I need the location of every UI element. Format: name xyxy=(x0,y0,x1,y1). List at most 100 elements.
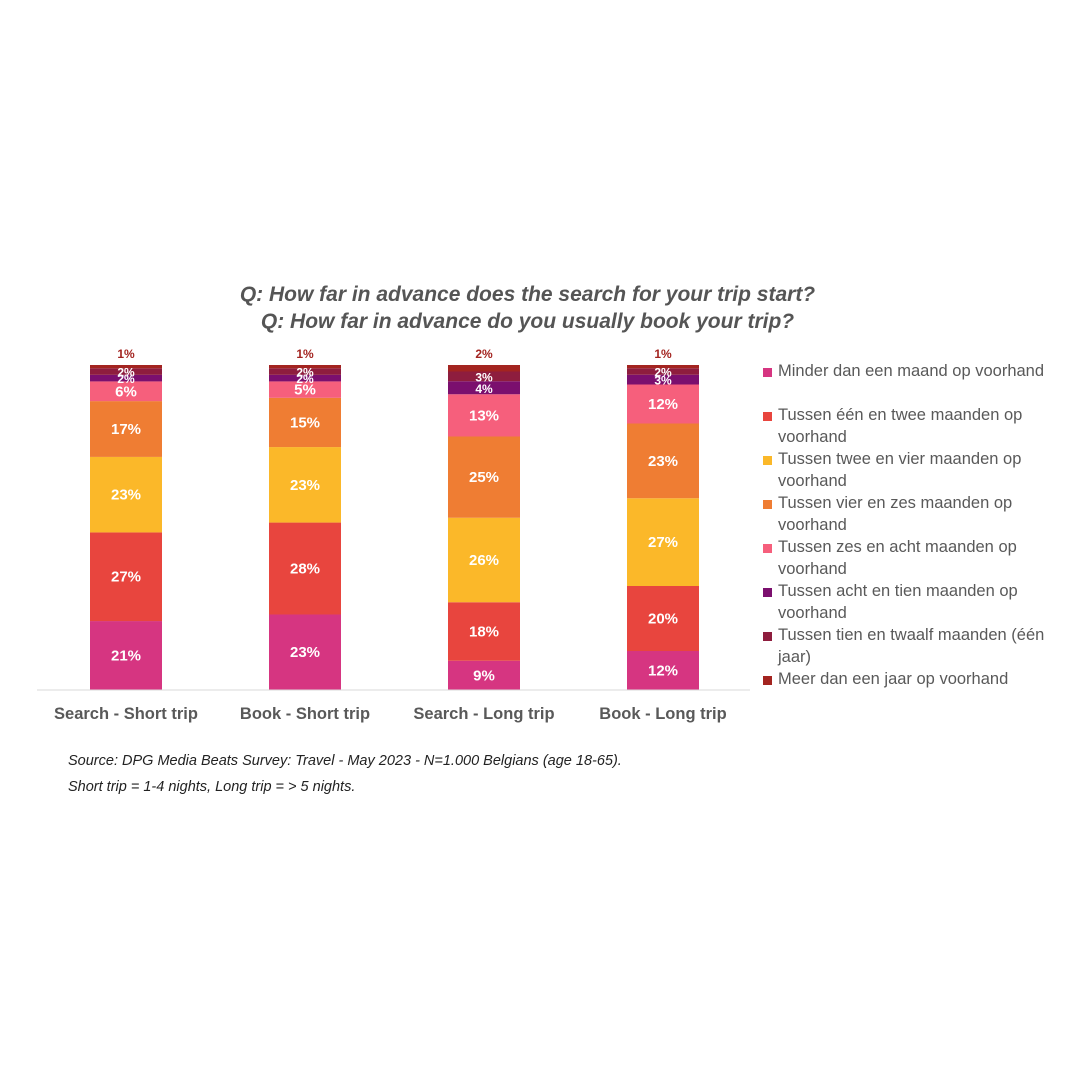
chart-title-line-1: Q: How far in advance does the search fo… xyxy=(239,283,816,306)
data-label-1-1: 21% xyxy=(111,648,141,665)
bar-segment-2-4 xyxy=(269,397,341,448)
bar-segment-4-4 xyxy=(627,423,699,499)
bar-segment-1-2 xyxy=(90,532,162,622)
bar-segment-3-7 xyxy=(448,371,520,382)
data-label-2-7: 2% xyxy=(296,366,314,380)
data-label-1-4: 17% xyxy=(111,421,141,438)
legend: Minder dan een maand op voorhand Tussen é… xyxy=(763,360,1073,712)
bar-segment-2-5 xyxy=(269,381,341,398)
chart-title-line-2: Q: How far in advance do you usually boo… xyxy=(260,310,795,333)
bar-segment-4-2 xyxy=(627,586,699,651)
legend-item-4: Tussen vier en zes maanden op voorhand xyxy=(763,492,1073,536)
bar-segment-2-8 xyxy=(269,365,341,369)
data-label-3-1: 9% xyxy=(473,667,495,684)
data-label-4-2: 20% xyxy=(648,611,678,628)
bar-segment-4-7 xyxy=(627,368,699,375)
bar-segment-4-6 xyxy=(627,374,699,385)
data-label-2-5: 5% xyxy=(294,382,316,399)
data-label-3-3: 26% xyxy=(469,552,499,569)
category-label-3: Search - Long trip xyxy=(413,705,554,723)
data-label-2-8: 1% xyxy=(296,347,314,361)
bar-segment-1-1 xyxy=(90,621,162,690)
bar-segment-4-3 xyxy=(627,498,699,586)
legend-label-2: Tussen één en twee maanden op voorhand xyxy=(778,406,1023,446)
legend-item-3: Tussen twee en vier maanden op voorhand xyxy=(763,448,1073,492)
legend-swatch-5 xyxy=(763,544,772,553)
data-label-4-3: 27% xyxy=(648,534,678,551)
bar-segment-1-7 xyxy=(90,368,162,375)
bar-segment-3-5 xyxy=(448,394,520,437)
data-label-4-1: 12% xyxy=(648,663,678,680)
category-labels-group: Search - Short trip Book - Short trip Sear… xyxy=(54,705,727,723)
bars-group xyxy=(90,365,699,690)
data-label-2-4: 15% xyxy=(290,414,320,431)
bar-segment-1-3 xyxy=(90,456,162,533)
legend-swatch-2 xyxy=(763,412,772,421)
data-label-4-5: 12% xyxy=(648,396,678,413)
category-label-1: Search - Short trip xyxy=(54,705,198,723)
data-label-4-4: 23% xyxy=(648,453,678,470)
bar-segment-3-3 xyxy=(448,517,520,603)
bar-segment-2-6 xyxy=(269,374,341,382)
bar-segment-3-1 xyxy=(448,660,520,690)
legend-label-6: Tussen acht en tien maanden op voorhand xyxy=(778,582,1018,622)
data-label-2-3: 23% xyxy=(290,477,320,494)
data-label-3-6: 4% xyxy=(475,382,493,396)
data-label-4-7: 2% xyxy=(654,366,672,380)
bar-segment-4-8 xyxy=(627,365,699,369)
legend-label-5: Tussen zes en acht maanden op voorhand xyxy=(778,538,1017,578)
legend-label-3: Tussen twee en vier maanden op voorhand xyxy=(778,450,1022,490)
legend-swatch-8 xyxy=(763,676,772,685)
bar-segment-4-1 xyxy=(627,651,699,690)
data-label-1-5: 6% xyxy=(115,383,137,400)
bar-segment-3-2 xyxy=(448,602,520,661)
category-label-4: Book - Long trip xyxy=(599,705,726,723)
data-label-1-3: 23% xyxy=(111,487,141,504)
category-label-2: Book - Short trip xyxy=(240,705,370,723)
legend-item-7: Tussen tien en twaalf maanden (één jaar) xyxy=(763,624,1073,668)
data-label-3-2: 18% xyxy=(469,624,499,641)
legend-item-8: Meer dan een jaar op voorhand xyxy=(763,668,1073,712)
data-labels-group: 21%27%23%17%6%2%2%1%23%28%23%15%5%2%2%1%… xyxy=(111,347,678,684)
legend-label-4: Tussen vier en zes maanden op voorhand xyxy=(778,494,1013,534)
data-label-1-6: 2% xyxy=(117,372,135,386)
bar-segment-2-3 xyxy=(269,447,341,523)
legend-swatch-6 xyxy=(763,588,772,597)
bar-segment-1-6 xyxy=(90,374,162,382)
bar-segment-1-5 xyxy=(90,381,162,402)
data-label-1-8: 1% xyxy=(117,347,135,361)
data-label-3-4: 25% xyxy=(469,469,499,486)
data-label-2-6: 2% xyxy=(296,372,314,386)
trip-definition-note: Short trip = 1-4 nights, Long trip = > 5… xyxy=(68,779,356,795)
legend-item-5: Tussen zes en acht maanden op voorhand xyxy=(763,536,1073,580)
legend-label-8: Meer dan een jaar op voorhand xyxy=(778,670,1009,688)
bar-segment-2-1 xyxy=(269,614,341,690)
legend-swatch-7 xyxy=(763,632,772,641)
bar-segment-1-8 xyxy=(90,365,162,369)
data-label-2-1: 23% xyxy=(290,644,320,661)
bar-segment-4-5 xyxy=(627,384,699,424)
source-note: Source: DPG Media Beats Survey: Travel -… xyxy=(68,753,622,769)
stacked-bar-chart: 21%27%23%17%6%2%2%1%23%28%23%15%5%2%2%1%… xyxy=(37,347,750,723)
legend-swatch-3 xyxy=(763,456,772,465)
bar-segment-1-4 xyxy=(90,401,162,457)
data-label-4-6: 3% xyxy=(654,374,672,388)
data-label-3-5: 13% xyxy=(469,407,499,424)
data-label-1-7: 2% xyxy=(117,366,135,380)
legend-label-7: Tussen tien en twaalf maanden (één jaar) xyxy=(778,626,1045,666)
legend-item-1: Minder dan een maand op voorhand xyxy=(763,360,1073,404)
bar-segment-2-2 xyxy=(269,522,341,615)
data-label-3-7: 3% xyxy=(475,370,493,384)
bar-segment-3-8 xyxy=(448,365,520,372)
bar-segment-2-7 xyxy=(269,368,341,375)
legend-item-2: Tussen één en twee maanden op voorhand xyxy=(763,404,1073,448)
data-label-1-2: 27% xyxy=(111,569,141,586)
legend-swatch-4 xyxy=(763,500,772,509)
data-label-2-2: 28% xyxy=(290,561,320,578)
bar-segment-3-6 xyxy=(448,381,520,395)
legend-label-1: Minder dan een maand op voorhand xyxy=(778,362,1045,380)
legend-item-6: Tussen acht en tien maanden op voorhand xyxy=(763,580,1073,624)
bar-segment-3-4 xyxy=(448,436,520,518)
legend-swatch-1 xyxy=(763,368,772,377)
data-label-4-8: 1% xyxy=(654,347,672,361)
